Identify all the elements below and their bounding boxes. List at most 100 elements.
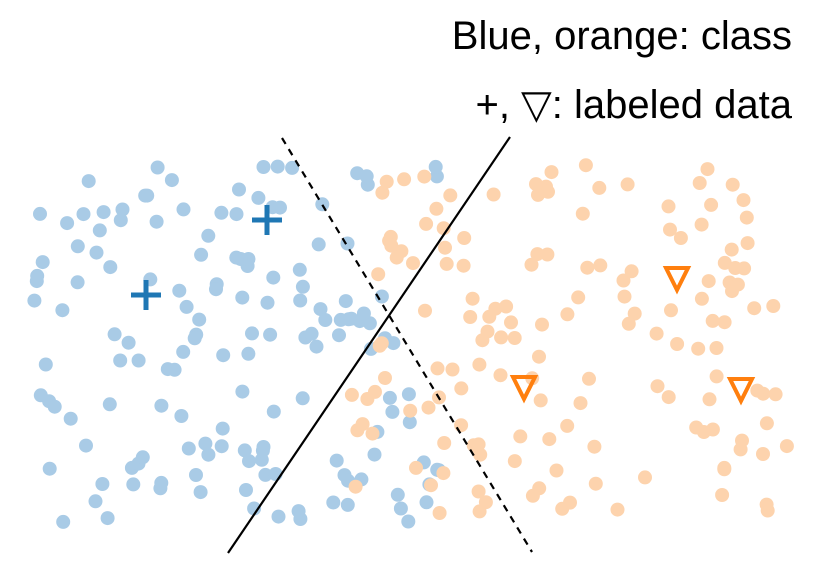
blue-class-points <box>27 159 447 529</box>
blue-point <box>332 328 346 343</box>
orange-point <box>480 324 495 339</box>
orange-point <box>747 301 762 316</box>
blue-point <box>198 436 213 451</box>
orange-point <box>456 258 471 273</box>
orange-point <box>454 418 469 433</box>
blue-point <box>329 453 344 468</box>
blue-point <box>385 404 400 419</box>
blue-point <box>113 213 128 228</box>
blue-point <box>304 326 319 341</box>
solid-decision-boundary <box>227 136 511 554</box>
blue-point <box>174 409 189 423</box>
orange-point <box>560 307 575 322</box>
orange-point <box>670 337 685 351</box>
orange-point <box>524 257 539 272</box>
blue-point <box>107 327 122 342</box>
blue-point <box>70 239 85 254</box>
orange-point <box>397 172 412 187</box>
orange-point <box>549 463 564 478</box>
orange-point <box>419 216 434 231</box>
blue-point <box>382 390 397 405</box>
blue-point <box>401 514 416 529</box>
blue-point <box>390 487 405 502</box>
orange-point <box>673 231 688 245</box>
orange-point <box>437 436 452 450</box>
orange-point <box>473 447 488 462</box>
orange-point <box>540 247 555 262</box>
blue-point <box>326 495 341 510</box>
orange-point <box>702 392 717 407</box>
orange-point <box>717 255 732 270</box>
orange-point <box>617 289 632 304</box>
orange-point <box>494 330 509 345</box>
orange-point <box>627 306 642 321</box>
orange-point <box>544 165 559 180</box>
blue-point <box>100 511 115 526</box>
blue-point <box>309 339 324 354</box>
blue-point <box>235 384 250 399</box>
orange-point <box>704 197 719 212</box>
orange-point <box>375 185 390 200</box>
blue-point <box>42 461 57 476</box>
blue-point <box>38 357 53 372</box>
blue-point <box>313 302 328 317</box>
orange-point <box>737 261 752 276</box>
blue-labeled-plus <box>131 280 161 310</box>
orange-point <box>661 390 676 405</box>
blue-point <box>401 387 416 402</box>
orange-point <box>365 426 380 441</box>
blue-point <box>295 279 310 294</box>
blue-point <box>56 514 71 529</box>
blue-point <box>126 477 141 492</box>
blue-point <box>251 190 266 205</box>
blue-point <box>172 283 187 298</box>
orange-point <box>454 381 469 396</box>
orange-point <box>424 478 438 493</box>
blue-point <box>47 399 62 414</box>
orange-point <box>620 177 635 192</box>
orange-point <box>689 420 704 435</box>
blue-point <box>315 197 330 212</box>
blue-point <box>285 160 300 175</box>
orange-point <box>649 326 664 341</box>
orange-point <box>513 429 528 444</box>
blue-point <box>214 439 229 454</box>
orange-point <box>445 362 460 377</box>
legend-class-colors: Blue, orange: class <box>451 14 792 58</box>
blue-point <box>245 326 259 341</box>
dashed-decision-boundary <box>281 137 533 553</box>
blue-point <box>103 260 118 275</box>
blue-point <box>153 481 168 496</box>
blue-point <box>266 270 281 285</box>
orange-point <box>530 247 545 262</box>
orange-point <box>573 396 588 411</box>
blue-point <box>338 294 353 309</box>
orange-point <box>384 238 399 253</box>
orange-point <box>533 393 548 408</box>
orange-point <box>429 201 444 216</box>
blue-point <box>266 404 281 419</box>
blue-point <box>241 346 256 361</box>
orange-point <box>593 258 608 273</box>
blue-point <box>30 268 45 283</box>
blue-point <box>242 454 256 469</box>
blue-point <box>160 362 175 377</box>
blue-point <box>79 438 93 453</box>
blue-point <box>181 441 196 456</box>
orange-point <box>588 476 603 491</box>
orange-point <box>768 387 783 402</box>
orange-point <box>650 379 665 394</box>
blue-point <box>356 306 371 321</box>
blue-point <box>70 275 85 290</box>
orange-point <box>504 315 518 330</box>
orange-point <box>638 470 652 485</box>
orange-class-points <box>344 158 794 520</box>
blue-point <box>367 447 382 462</box>
blue-labeled-plus <box>252 205 282 235</box>
orange-point <box>472 357 487 372</box>
orange-point <box>694 217 709 232</box>
orange-point <box>592 180 607 195</box>
orange-point <box>465 291 480 306</box>
blue-point <box>374 289 389 304</box>
